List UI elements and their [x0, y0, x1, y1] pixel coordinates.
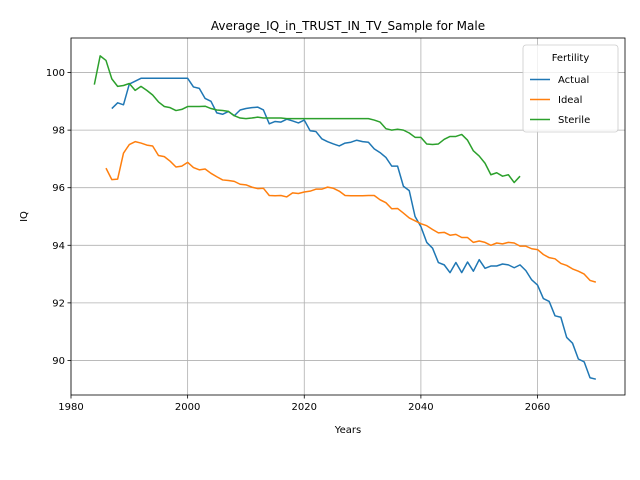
legend-title: Fertility: [552, 53, 590, 64]
legend-label-sterile: Sterile: [558, 115, 590, 126]
legend: Fertility Actual Ideal Sterile: [522, 44, 619, 133]
x-tick-label: 2000: [175, 402, 200, 413]
series-group: [93, 55, 597, 380]
plot-frame: [70, 37, 626, 396]
y-tick-label: 98: [52, 126, 65, 137]
x-tick-label: 2020: [292, 402, 317, 413]
legend-label-ideal: Ideal: [558, 95, 582, 106]
y-tick-label: 96: [52, 183, 65, 194]
chart-title: Average_IQ_in_TRUST_IN_TV_Sample for Mal…: [211, 19, 485, 33]
y-axis: 90 92 94 96 98 100: [46, 68, 71, 367]
y-tick-label: 90: [52, 356, 65, 367]
legend-box: [522, 44, 619, 133]
x-tick-label: 2040: [408, 402, 433, 413]
series-line-ideal: [105, 140, 597, 283]
x-tick-label: 1980: [58, 402, 83, 413]
y-axis-label: IQ: [19, 211, 30, 222]
x-axis: 1980 2000 2020 2040 2060: [58, 395, 550, 413]
x-tick-label: 2060: [525, 402, 550, 413]
y-tick-label: 94: [52, 241, 65, 252]
series-line-sterile: [93, 55, 521, 184]
series-line-actual: [111, 77, 597, 380]
legend-label-actual: Actual: [558, 75, 589, 86]
y-tick-label: 92: [52, 298, 65, 309]
x-axis-label: Years: [334, 425, 361, 436]
y-tick-label: 100: [46, 68, 65, 79]
